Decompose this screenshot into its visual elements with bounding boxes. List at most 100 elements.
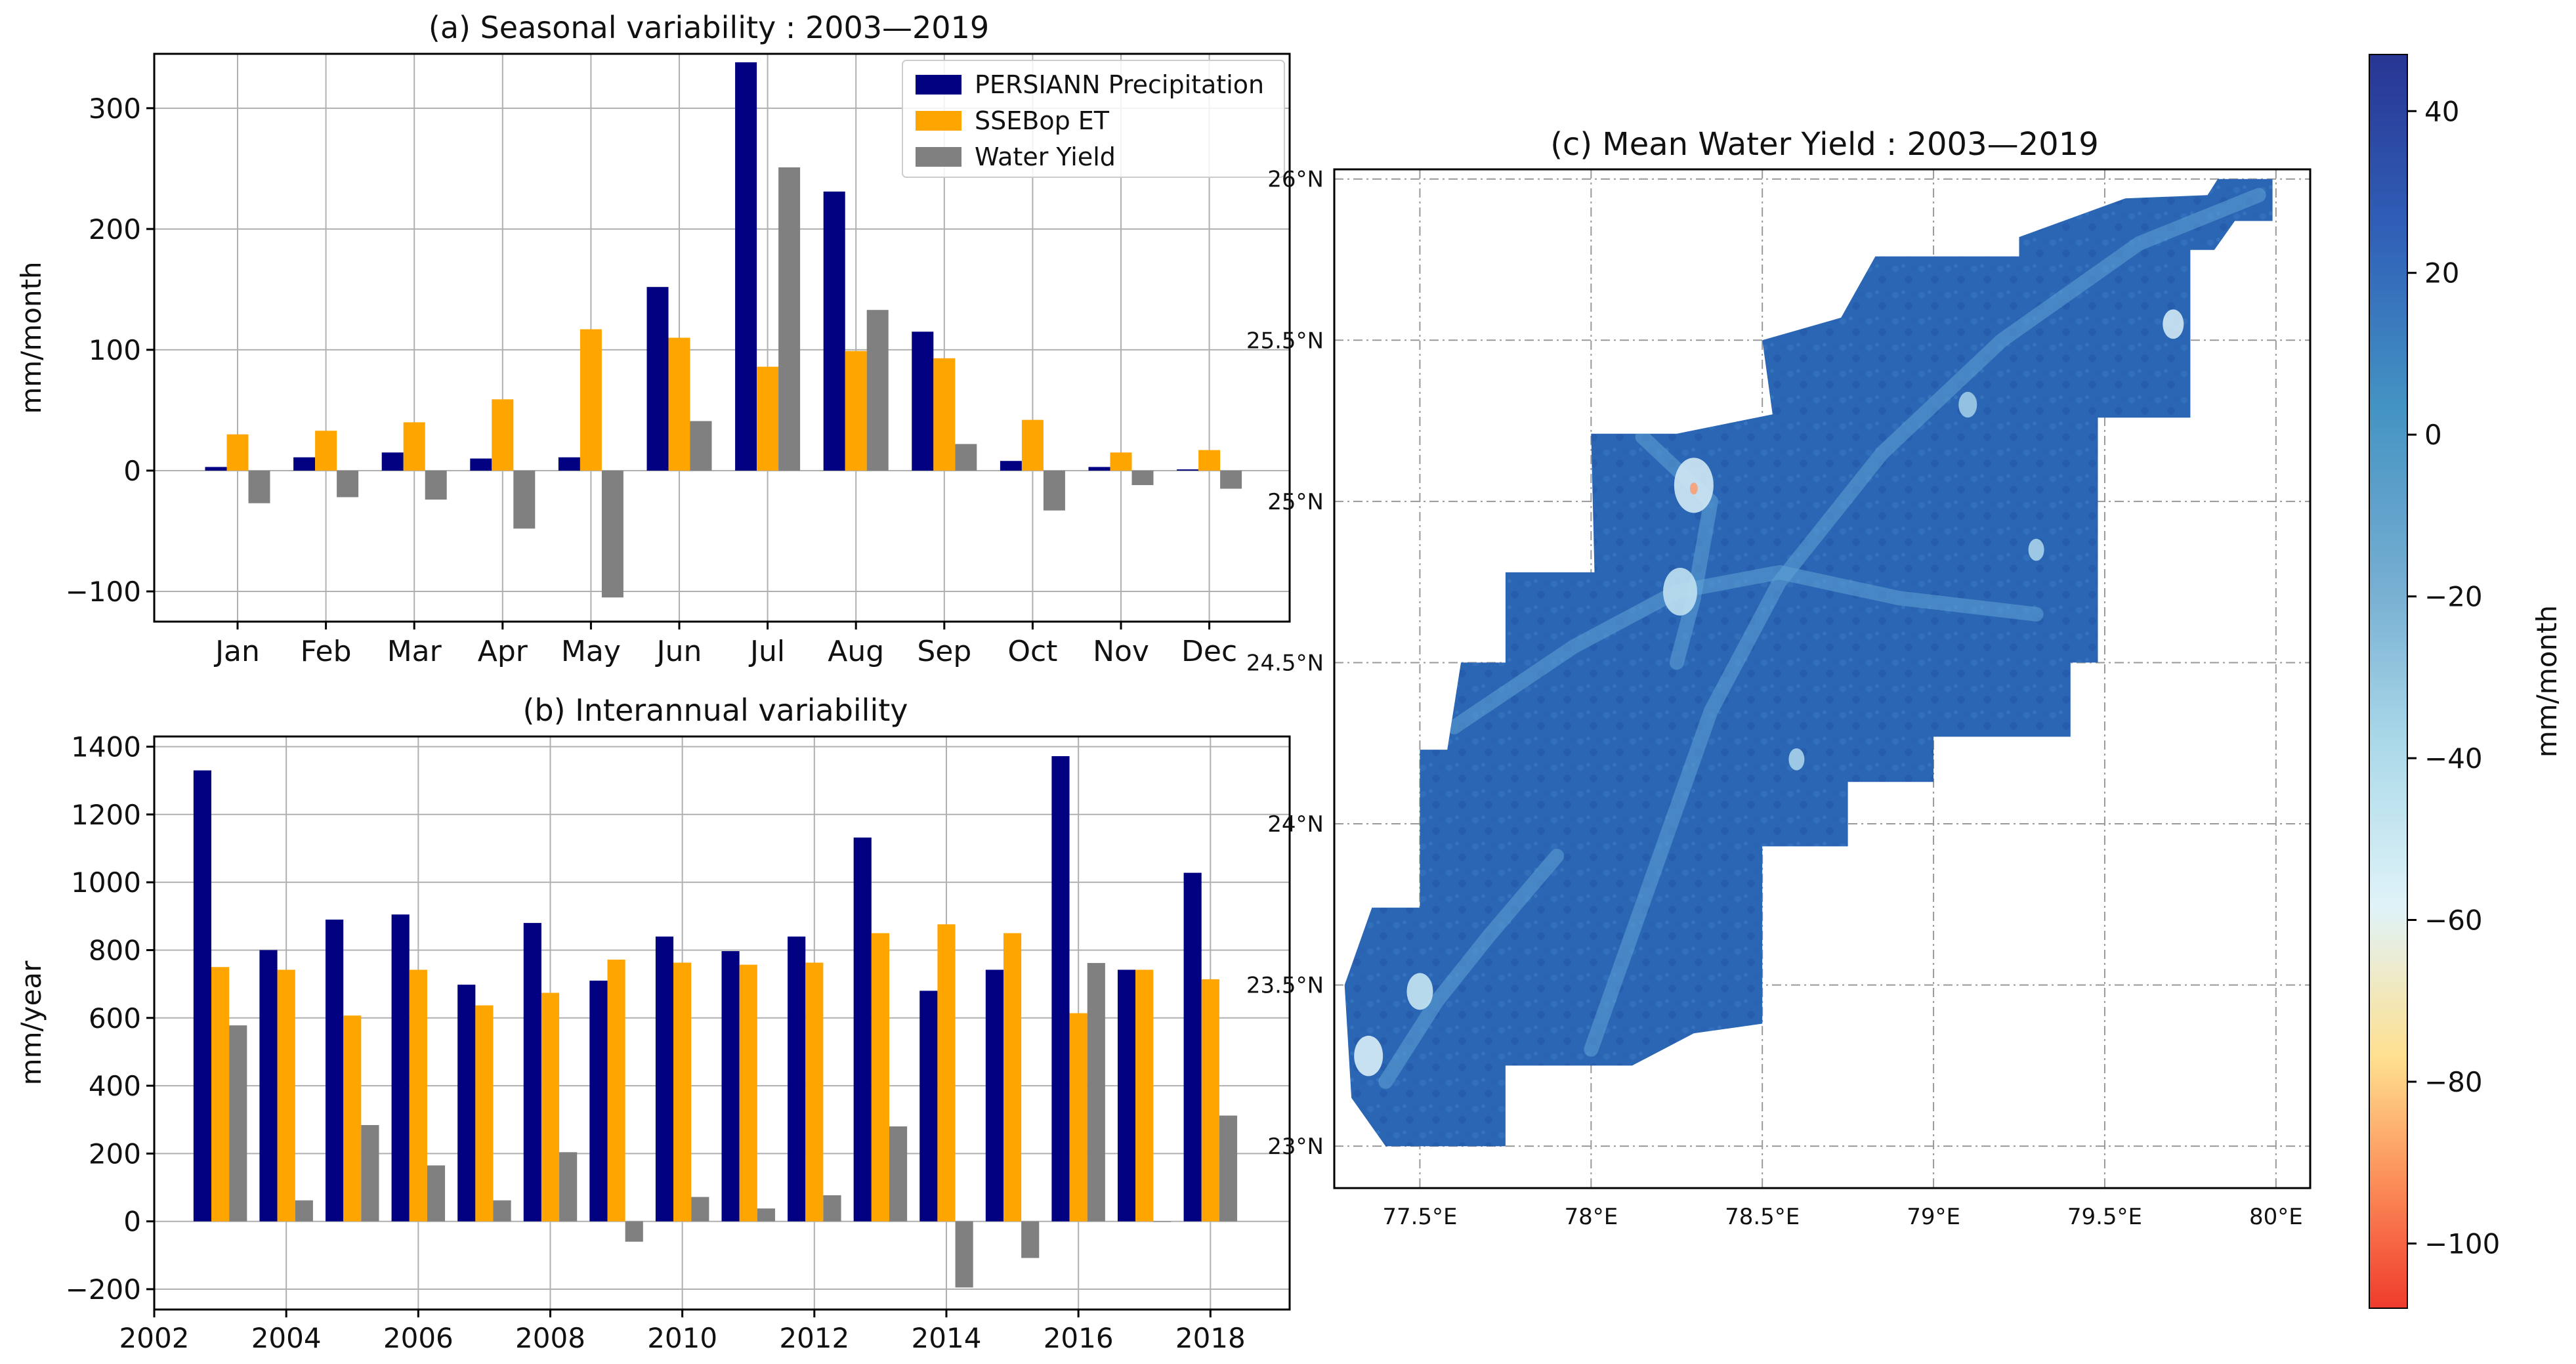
seasonal-ytick-label: 0 [123, 455, 141, 487]
map-ticks: 77.5°E 78°E 78.5°E 79°E 79.5°E 80°E 23°N 23.5°N… [1246, 167, 2303, 1230]
seasonal-bar-water-yield [601, 470, 623, 598]
map-low-yield-patch [2163, 309, 2184, 339]
map-longitude-label: 80°E [2249, 1204, 2303, 1230]
map-frame [1333, 168, 2312, 1189]
seasonal-bar-water-yield [337, 470, 359, 498]
seasonal-xtick-label: Oct [1007, 635, 1057, 668]
seasonal-bar-ssebop-et [315, 431, 337, 471]
seasonal-legend-swatch [916, 75, 961, 95]
seasonal-bar-water-yield [866, 310, 889, 471]
interannual-bar-water-yield [757, 1208, 775, 1222]
map-longitude-label: 78°E [1564, 1204, 1618, 1230]
seasonal-bar-ssebop-et [580, 329, 602, 471]
map-negative-yield-spot [1689, 482, 1698, 495]
colorbar-tick-label: −100 [2424, 1227, 2500, 1260]
interannual-bar-persiann-precipitation [326, 919, 344, 1222]
interannual-bar-persiann-precipitation [589, 980, 608, 1222]
seasonal-xtick-label: May [561, 635, 621, 668]
interannual-bar-ssebop-et [805, 962, 824, 1222]
interannual-bar-water-yield [1021, 1221, 1040, 1258]
interannual-bar-ssebop-et [739, 964, 757, 1222]
interannual-bar-water-yield [361, 1124, 379, 1222]
seasonal-xtick-label: Jul [748, 635, 785, 668]
interannual-ytick-label: 800 [89, 934, 141, 966]
interannual-bar-ssebop-et [277, 970, 295, 1222]
interannual-axes-frame [153, 735, 1291, 1311]
interannual-bar-ssebop-et [937, 924, 956, 1222]
interannual-bar-persiann-precipitation [391, 914, 410, 1222]
interannual-bar-water-yield [823, 1195, 841, 1222]
seasonal-bar-ssebop-et [226, 434, 249, 471]
interannual-bar-persiann-precipitation [259, 950, 278, 1222]
interannual-bar-water-yield [427, 1165, 446, 1222]
interannual-bar-ssebop-et [409, 970, 427, 1222]
seasonal-bar-ssebop-et [668, 337, 690, 471]
map-river-streak [1378, 849, 1565, 1089]
interannual-xtick-label: 2010 [647, 1322, 717, 1354]
seasonal-axes-frame [153, 53, 1291, 623]
interannual-ytick-label: 0 [123, 1206, 141, 1238]
interannual-bar-persiann-precipitation [523, 923, 541, 1222]
interannual-ytick-label: 1400 [71, 731, 141, 763]
interannual-xtick-label: 2014 [912, 1322, 982, 1354]
colorbar-tick-label: 40 [2424, 95, 2459, 127]
map-latitude-label: 23.5°N [1246, 973, 1324, 999]
seasonal-bar-persiann-precipitation [1000, 461, 1022, 471]
map-longitude-label: 79.5°E [2067, 1204, 2142, 1230]
seasonal-xtick-label: Sep [917, 635, 971, 668]
interannual-ytick-label: 600 [89, 1002, 141, 1034]
seasonal-xtick-label: Dec [1181, 635, 1237, 668]
seasonal-ytick-label: −100 [66, 576, 141, 608]
colorbar-tick-label: −60 [2424, 905, 2483, 937]
seasonal-bars [205, 62, 1242, 598]
interannual-ytick-label: 1000 [71, 866, 141, 899]
interannual-bar-ssebop-et [607, 959, 625, 1222]
interannual-xtick-label: 2012 [779, 1322, 849, 1354]
map-latitude-label: 25°N [1267, 489, 1324, 515]
colorbar-tick-label: −80 [2424, 1066, 2483, 1098]
interannual-bar-water-yield [229, 1025, 247, 1222]
colorbar: 40 20 0 −20 −40 −60 −80 −100 mm/month [2369, 54, 2563, 1309]
colorbar-tick-label: 20 [2424, 257, 2459, 289]
interannual-bar-water-yield [889, 1126, 908, 1222]
seasonal-bar-ssebop-et [1021, 419, 1044, 471]
interannual-bar-persiann-precipitation [919, 991, 938, 1222]
map-latitude-label: 26°N [1267, 167, 1324, 193]
seasonal-bar-persiann-precipitation [646, 287, 669, 471]
map-latitude-label: 25.5°N [1246, 328, 1324, 354]
water-yield-map-title: (c) Mean Water Yield : 2003—2019 [1550, 126, 2099, 163]
interannual-xtick-label: 2002 [119, 1322, 190, 1354]
seasonal-bar-persiann-precipitation [470, 458, 492, 471]
seasonal-bar-water-yield [1131, 470, 1154, 486]
water-yield-features [1354, 188, 2266, 1089]
colorbar-tick-label: −20 [2424, 581, 2483, 613]
interannual-xtick-label: 2016 [1044, 1322, 1114, 1354]
map-low-yield-patch [1958, 391, 1977, 418]
interannual-bar-water-yield [625, 1221, 643, 1242]
colorbar-ticks: 40 20 0 −20 −40 −60 −80 −100 [2407, 95, 2500, 1260]
seasonal-legend-label: Water Yield [975, 142, 1116, 171]
seasonal-xtick-label: Nov [1093, 635, 1149, 668]
interannual-bar-ssebop-et [1201, 979, 1219, 1222]
map-river-streak [1446, 565, 2044, 735]
interannual-bar-water-yield [1219, 1115, 1238, 1222]
interannual-ytick-label: 200 [89, 1138, 141, 1170]
interannual-bar-water-yield [493, 1200, 511, 1222]
seasonal-bar-water-yield [425, 470, 447, 500]
interannual-bar-persiann-precipitation [457, 985, 476, 1222]
interannual-bar-persiann-precipitation [655, 936, 674, 1222]
seasonal-bar-ssebop-et [933, 358, 956, 471]
interannual-bar-persiann-precipitation [853, 837, 872, 1222]
seasonal-bar-water-yield [955, 444, 977, 471]
seasonal-bar-persiann-precipitation [205, 467, 227, 471]
interannual-bar-ssebop-et [343, 1015, 362, 1222]
interannual-bar-ssebop-et [211, 967, 230, 1222]
seasonal-bar-ssebop-et [845, 351, 867, 471]
map-low-yield-patch [1354, 1035, 1383, 1076]
seasonal-bar-water-yield [690, 421, 712, 471]
water-yield-region [1344, 179, 2273, 1147]
seasonal-legend-swatch [916, 111, 961, 131]
interannual-bar-water-yield [1087, 963, 1105, 1222]
water-yield-map: (c) Mean Water Yield : 2003—2019 77.5°E 7… [1246, 126, 2312, 1230]
interannual-bar-water-yield [691, 1197, 709, 1222]
